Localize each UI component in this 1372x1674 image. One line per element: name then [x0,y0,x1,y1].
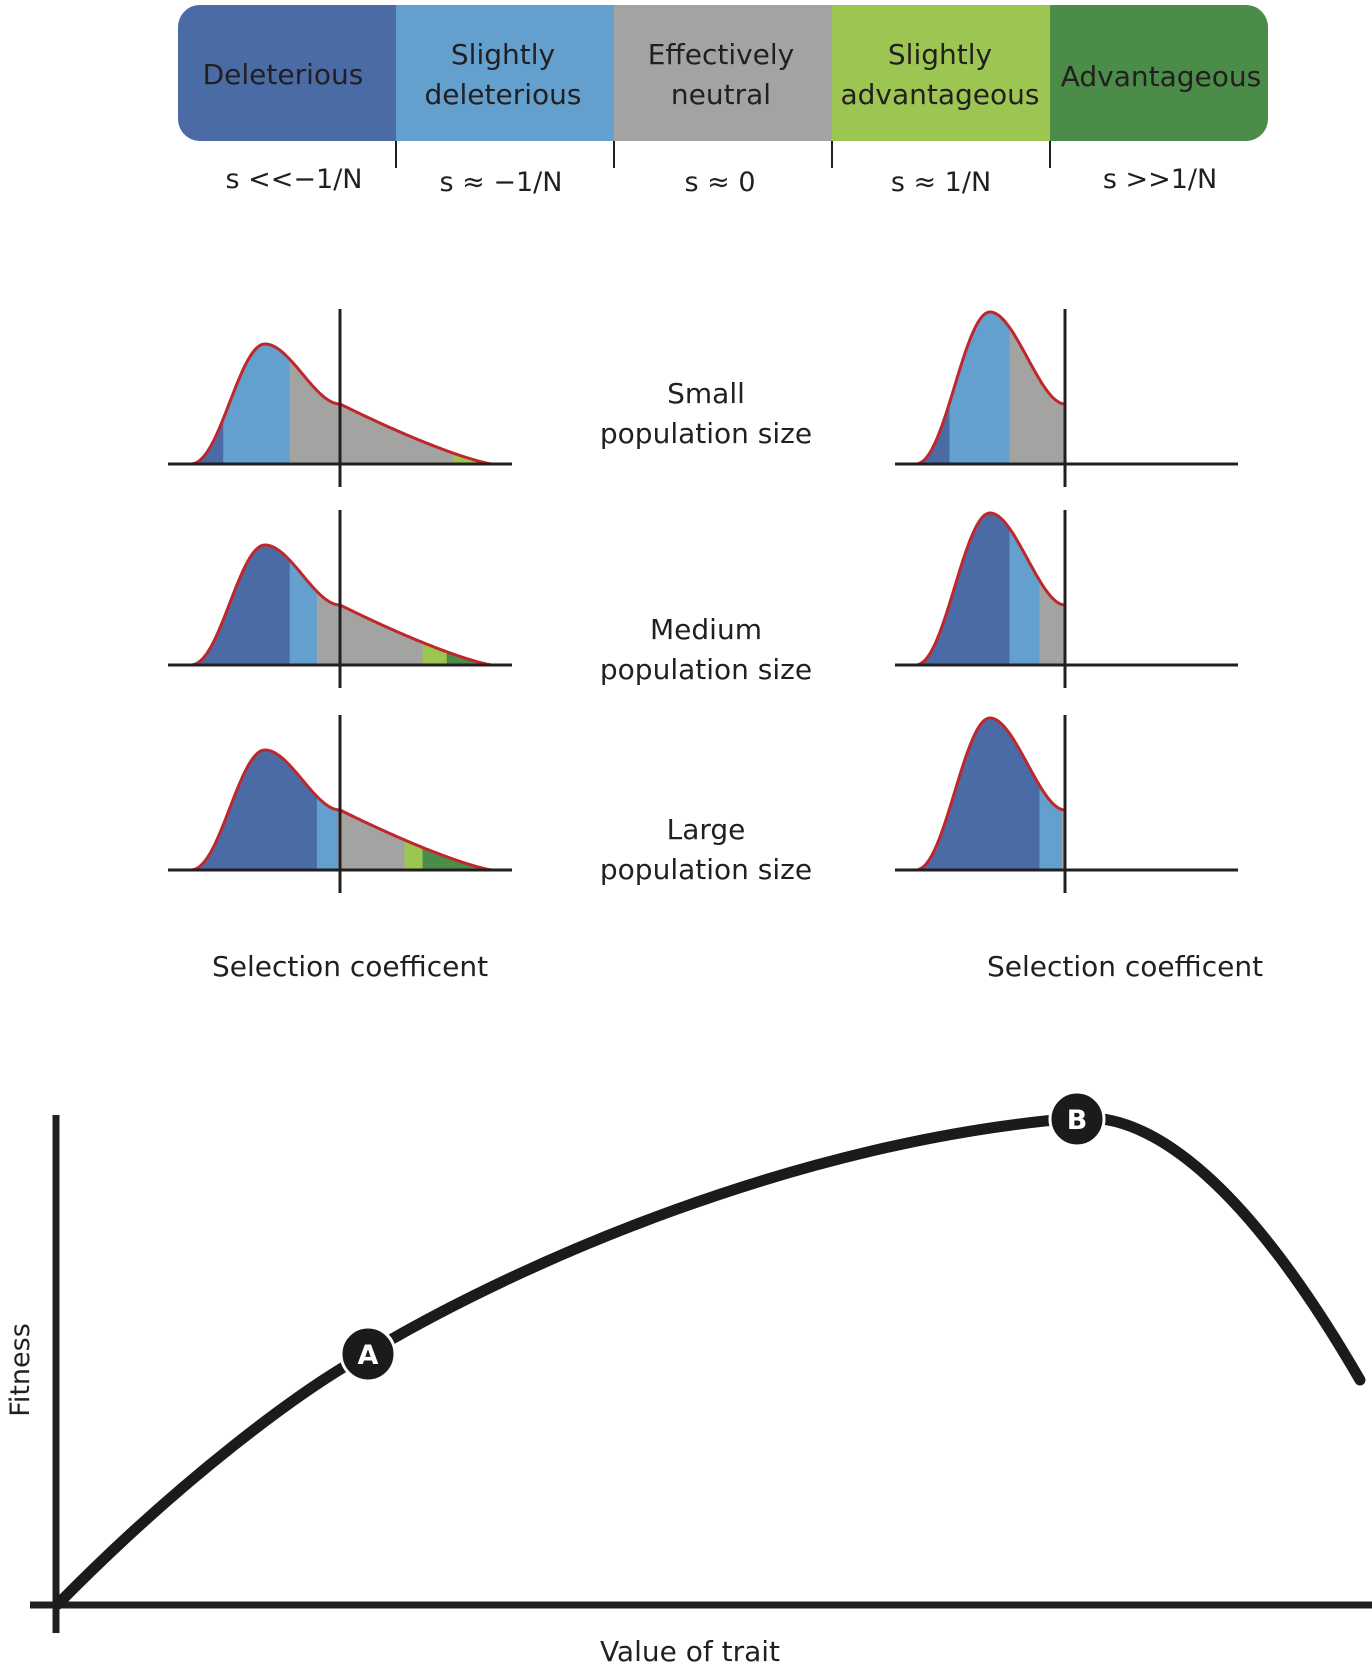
dist-x-label-right: Selection coefficent [987,950,1263,983]
legend-label-advantageous: Advantageous [1061,60,1262,93]
band-slightly-deleterious [1009,513,1040,665]
band-effectively-neutral [289,344,399,464]
row-label-medium-2: population size [600,653,812,686]
distribution-left-row-2 [168,510,512,688]
row-label-medium-1: Medium [650,613,762,646]
dist-x-label-left: Selection coefficent [212,950,488,983]
distribution-right-row-1 [895,309,1238,487]
legend-label-slightly-deleterious-2: deleterious [425,78,582,111]
band-effectively-neutral [1039,513,1065,665]
row-label-small-1: Small [667,377,745,410]
fitness-curve [52,1112,1366,1610]
legend-formula-advantageous: s >>1/N [1103,164,1217,195]
legend-label-effectively-neutral-2: neutral [671,78,771,111]
marker-a-circle [339,1325,397,1383]
legend-label-slightly-advantageous-1: Slightly [888,38,992,71]
fitness-landscape: A B Fitness Value of trait [5,1090,1372,1668]
marker-a-label: A [358,1340,379,1371]
band-advantageous [446,545,492,665]
marker-b-label: B [1067,1105,1088,1136]
band-slightly-deleterious [949,312,1010,464]
row-label-small-2: population size [600,417,812,450]
marker-b: B [1048,1090,1106,1148]
legend-label-slightly-deleterious-1: Slightly [451,38,555,71]
legend-label-slightly-advantageous-2: advantageous [840,78,1039,111]
band-deleterious [915,312,950,464]
band-deleterious [190,750,318,870]
marker-a: A [339,1325,397,1383]
band-advantageous [422,750,492,870]
legend-formula-effectively-neutral: s ≈ 0 [684,167,755,198]
band-slightly-deleterious [1039,718,1063,870]
distribution-panels [168,309,1238,893]
legend-formula-slightly-deleterious: s ≈ −1/N [440,167,563,198]
band-effectively-neutral [1009,312,1065,464]
legend-label-effectively-neutral-1: Effectively [648,38,795,71]
distribution-right-row-2 [895,510,1238,688]
legend-formula-slightly-advantageous: s ≈ 1/N [891,167,991,198]
distribution-left-row-1 [168,309,512,487]
distribution-outline [915,310,1065,466]
legend-segment-slightly-advantageous [832,5,1050,141]
band-slightly-deleterious [223,344,291,464]
band-effectively-neutral [337,750,398,870]
legend-segment-deleterious [178,5,396,141]
legend-segment-effectively-neutral [614,5,832,141]
band-deleterious [190,545,291,665]
band-effectively-neutral [316,545,399,665]
legend-segment-advantageous [1050,5,1268,141]
row-label-large-2: population size [600,853,812,886]
distribution-outline [915,716,1065,872]
distribution-outline [915,511,1065,667]
band-advantageous [479,344,492,464]
fitness-y-label: Fitness [5,1323,36,1417]
band-deleterious [915,718,1040,870]
band-deleterious [190,344,224,464]
distribution-right-row-3 [895,715,1238,893]
row-label-large-1: Large [667,813,746,846]
fitness-x-label: Value of trait [600,1635,780,1668]
band-slightly-advantageous [452,344,481,464]
selection-category-legend: Deleterious Slightly deleterious Effecti… [178,5,1268,198]
legend-formula-deleterious: s <<−1/N [226,164,363,195]
marker-b-circle [1048,1090,1106,1148]
legend-segment-slightly-deleterious [396,5,614,141]
band-slightly-deleterious [316,750,339,870]
distribution-left-row-3 [168,715,512,893]
band-slightly-advantageous [422,545,448,665]
legend-label-deleterious: Deleterious [203,58,364,91]
